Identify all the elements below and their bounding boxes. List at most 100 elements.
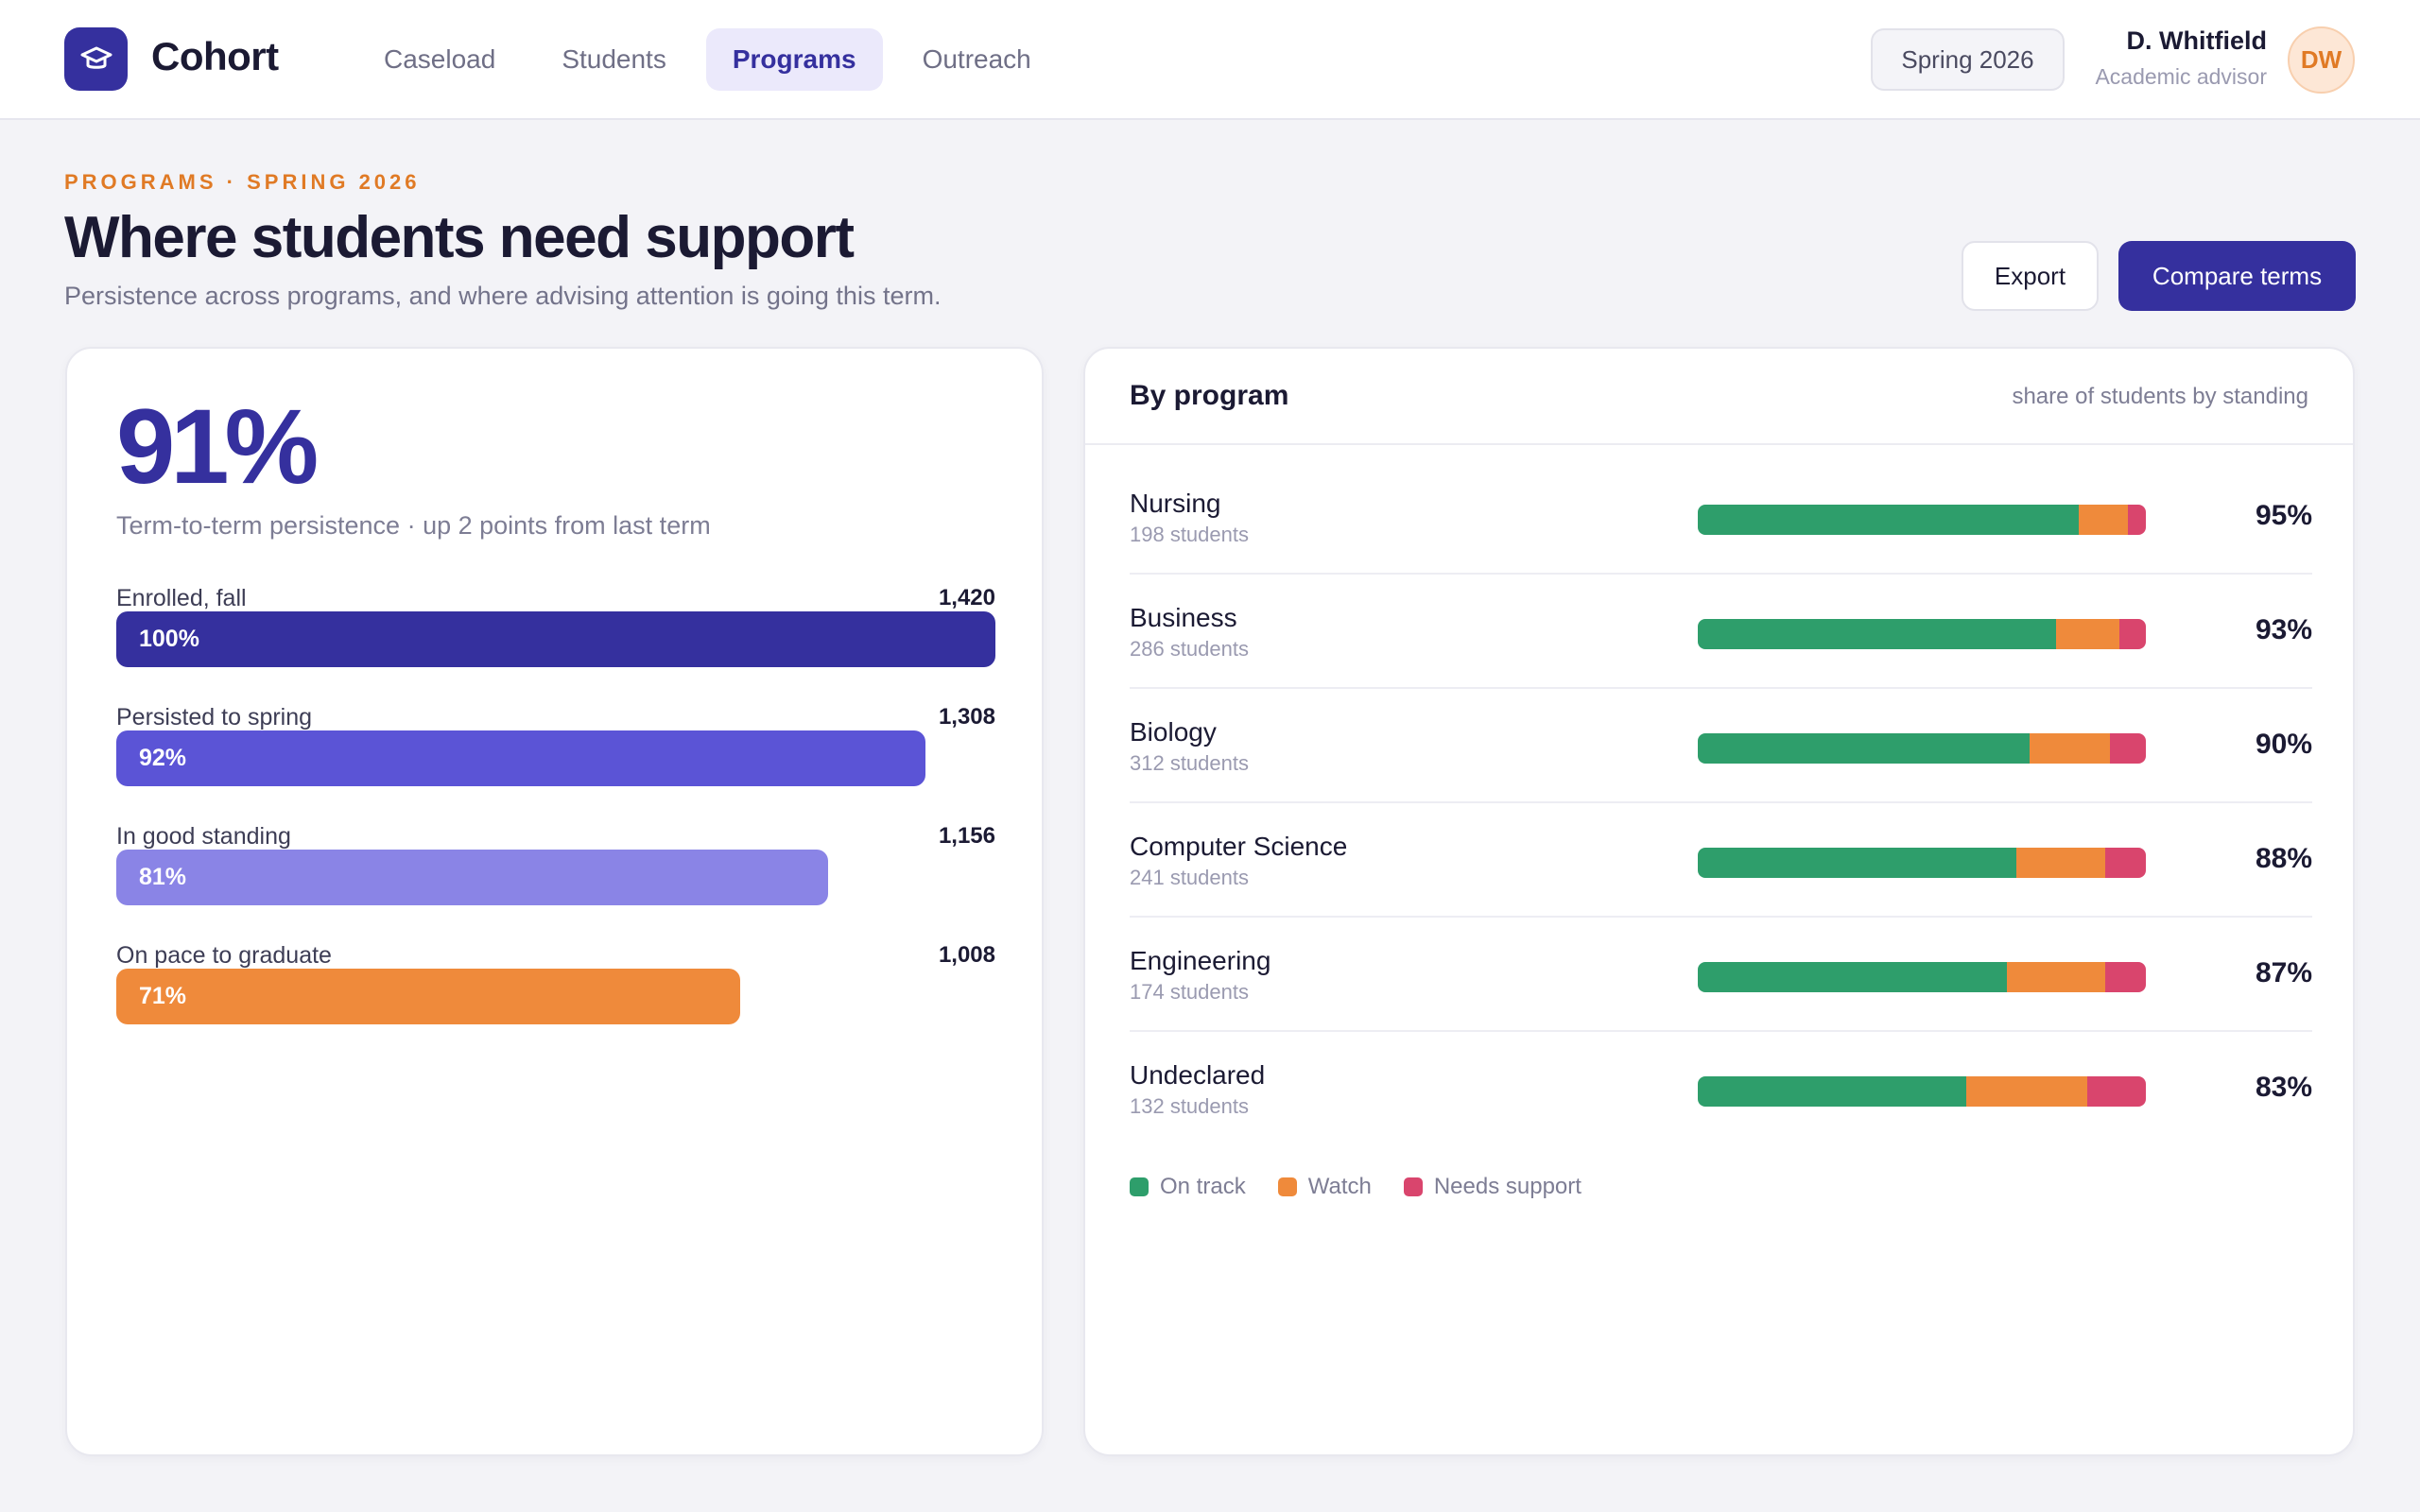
program-row[interactable]: Undeclared 132 students 83% [1130, 1032, 2312, 1146]
watch-segment [2007, 962, 2106, 992]
legend-item: Watch [1277, 1174, 1372, 1200]
on-track-segment [1698, 733, 2030, 764]
program-card-title: By program [1130, 380, 1289, 411]
funnel-row: On pace to graduate 1,008 71% [116, 942, 995, 1061]
user-role: Academic advisor [2095, 64, 2267, 89]
persistence-caption: Term-to-term persistence · up 2 points f… [116, 511, 711, 540]
program-persistence: 95% [2255, 500, 2312, 531]
program-name: Biology [1130, 717, 1217, 747]
program-count: 286 students [1130, 637, 1249, 661]
watch-segment [2078, 505, 2129, 535]
standing-bar [1698, 962, 2146, 992]
on-track-segment [1698, 505, 2079, 535]
needs-support-segment [2105, 962, 2146, 992]
on-track-segment [1698, 848, 2016, 878]
program-row[interactable]: Computer Science 241 students 88% [1130, 803, 2312, 918]
nav-students[interactable]: Students [562, 44, 666, 74]
program-row[interactable]: Nursing 198 students 95% [1130, 460, 2312, 575]
funnel-bar[interactable]: 71% [116, 969, 741, 1024]
watch-segment [2029, 733, 2111, 764]
program-name: Computer Science [1130, 832, 1348, 861]
needs-support-segment [2128, 505, 2146, 535]
graduation-cap-icon[interactable] [64, 27, 128, 91]
standing-bar [1698, 619, 2146, 649]
program-persistence: 93% [2255, 614, 2312, 645]
on-track-segment [1698, 619, 2057, 649]
program-count: 132 students [1130, 1094, 1249, 1118]
program-name: Nursing [1130, 489, 1221, 518]
program-count: 198 students [1130, 523, 1249, 546]
legend-item: On track [1130, 1174, 1246, 1200]
funnel-count: 1,156 [938, 823, 995, 849]
program-list: Nursing 198 students 95% Business 286 studen… [1130, 460, 2312, 1146]
nav-outreach[interactable]: Outreach [922, 44, 1031, 74]
on-track-segment [1698, 1076, 1967, 1107]
program-name: Engineering [1130, 946, 1271, 975]
funnel-bar[interactable]: 92% [116, 730, 925, 786]
funnel-row: Persisted to spring 1,308 92% [116, 704, 995, 823]
legend-swatch [1130, 1177, 1149, 1196]
page-eyebrow: PROGRAMS · SPRING 2026 [64, 170, 421, 194]
funnel-label: Persisted to spring [116, 704, 313, 730]
funnel-count: 1,008 [938, 942, 995, 968]
watch-segment [2015, 848, 2106, 878]
nav-programs[interactable]: Programs [705, 28, 883, 91]
legend-label: Needs support [1433, 1174, 1582, 1199]
avatar[interactable]: DW [2288, 26, 2355, 94]
legend-label: On track [1160, 1174, 1246, 1199]
persistence-funnel: Enrolled, fall 1,420 100% Persisted to spri… [116, 585, 995, 1061]
program-persistence: 90% [2255, 729, 2312, 760]
page-subtitle: Persistence across programs, and where a… [64, 282, 942, 310]
main-nav: Caseload Students Programs Outreach [357, 28, 1058, 91]
watch-segment [1966, 1076, 2088, 1107]
app-name[interactable]: Cohort [151, 34, 279, 78]
program-count: 174 students [1130, 980, 1249, 1004]
program-row[interactable]: Engineering 174 students 87% [1130, 918, 2312, 1032]
program-name: Undeclared [1130, 1060, 1266, 1090]
legend-swatch [1403, 1177, 1423, 1196]
legend-item: Needs support [1403, 1174, 1582, 1200]
persistence-card: 91% Term-to-term persistence · up 2 poin… [65, 347, 1044, 1456]
term-selector[interactable]: Spring 2026 [1871, 28, 2065, 91]
funnel-label: Enrolled, fall [116, 585, 247, 611]
program-name: Business [1130, 603, 1237, 632]
legend-swatch [1277, 1177, 1297, 1196]
program-count: 312 students [1130, 751, 1249, 775]
funnel-label: On pace to graduate [116, 942, 332, 969]
top-bar: Cohort Caseload Students Programs Outrea… [0, 0, 2420, 120]
user-name: D. Whitfield [2126, 26, 2267, 55]
funnel-row: Enrolled, fall 1,420 100% [116, 585, 995, 704]
standing-bar [1698, 733, 2146, 764]
needs-support-segment [2118, 619, 2146, 649]
standing-legend: On track Watch Needs support [1130, 1174, 1582, 1200]
nav-caseload[interactable]: Caseload [384, 44, 496, 74]
funnel-bar[interactable]: 81% [116, 850, 829, 905]
watch-segment [2056, 619, 2119, 649]
on-track-segment [1698, 962, 2008, 992]
standing-bar [1698, 505, 2146, 535]
divider [1085, 443, 2353, 445]
standing-bar [1698, 848, 2146, 878]
program-card-note: share of students by standing [2012, 384, 2308, 409]
needs-support-segment [2110, 733, 2146, 764]
persistence-stat: 91% [116, 387, 319, 506]
funnel-label: In good standing [116, 823, 291, 850]
needs-support-segment [2087, 1076, 2146, 1107]
export-button[interactable]: Export [1962, 241, 2099, 311]
funnel-bar[interactable]: 100% [116, 611, 995, 667]
standing-bar [1698, 1076, 2146, 1107]
program-card: By program share of students by standing… [1083, 347, 2355, 1456]
funnel-count: 1,308 [938, 704, 995, 730]
needs-support-segment [2105, 848, 2146, 878]
funnel-row: In good standing 1,156 81% [116, 823, 995, 942]
program-persistence: 87% [2255, 957, 2312, 988]
compare-terms-button[interactable]: Compare terms [2118, 241, 2356, 311]
program-persistence: 88% [2255, 843, 2312, 874]
program-count: 241 students [1130, 866, 1249, 889]
program-persistence: 83% [2255, 1072, 2312, 1103]
program-row[interactable]: Biology 312 students 90% [1130, 689, 2312, 803]
program-row[interactable]: Business 286 students 93% [1130, 575, 2312, 689]
page-title: Where students need support [64, 205, 855, 270]
legend-label: Watch [1307, 1174, 1372, 1199]
funnel-count: 1,420 [938, 585, 995, 610]
